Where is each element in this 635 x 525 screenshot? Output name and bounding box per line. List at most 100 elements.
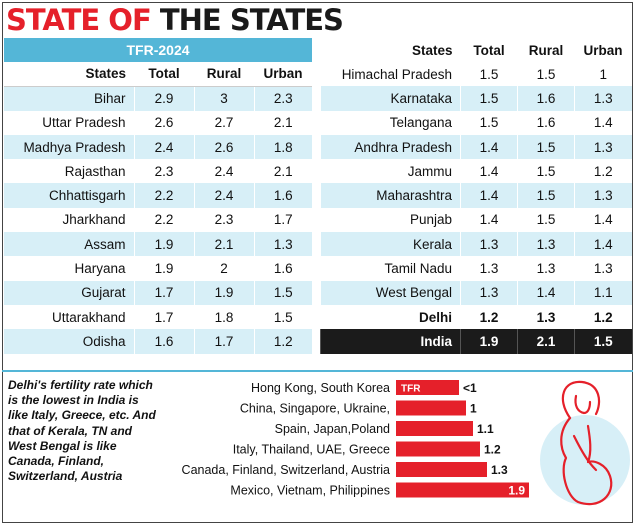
tfr-urban-cell: 1.3 — [253, 232, 313, 257]
bar-category-label: Canada, Finland, Switzerland, Austria — [182, 463, 390, 477]
tfr-rural-cell: 1.6 — [517, 86, 575, 111]
tfr-urban-cell: 1.2 — [574, 304, 632, 330]
tfr-bar — [396, 462, 487, 477]
table-row: Karnataka 1.5 1.6 1.3 — [320, 86, 632, 111]
bar-category-label: Hong Kong, South Korea — [251, 381, 390, 395]
state-name-cell: West Bengal — [320, 280, 461, 305]
tfr-urban-cell: 1.4 — [574, 207, 632, 233]
table-row: Jharkhand 2.2 2.3 1.7 — [4, 207, 313, 233]
tfr-bar — [396, 441, 480, 457]
table-banner: TFR-2024 — [4, 38, 313, 62]
table-row: Kerala 1.3 1.3 1.4 — [320, 232, 632, 257]
state-name-cell: India — [320, 329, 461, 354]
tfr-urban-cell: 1.6 — [253, 256, 313, 281]
state-name-cell: Assam — [4, 232, 134, 257]
table-row: Punjab 1.4 1.5 1.4 — [321, 207, 632, 233]
table-row: Madhya Pradesh 2.4 2.6 1.8 — [4, 134, 313, 160]
tfr-total-cell: 1.4 — [460, 159, 518, 184]
table-row: Odisha 1.6 1.7 1.2 — [4, 329, 313, 354]
tfr-urban-cell: 1 — [574, 62, 632, 87]
state-name-cell: Haryana — [74, 261, 126, 277]
table-row: Andhra Pradesh 1.4 1.5 1.3 — [320, 134, 632, 160]
tfr-total-cell: 1.2 — [460, 304, 518, 330]
title-part-dark: THE STATES — [159, 3, 344, 37]
tfr-total-cell: 1.6 — [133, 329, 194, 354]
state-name-cell: Delhi — [418, 309, 452, 325]
tfr-rural-cell: 2.1 — [193, 232, 254, 257]
state-name-cell: Karnataka — [320, 86, 461, 111]
tfr-rural-cell: 1.5 — [517, 183, 575, 208]
tfr-total-cell: 1.7 — [133, 304, 194, 330]
tfr-urban-cell: 1.2 — [574, 159, 632, 184]
page-title: STATE OF THE STATES — [6, 3, 344, 37]
state-name-cell: Jammu — [407, 163, 452, 179]
tfr-rural-cell: 1.3 — [517, 304, 575, 330]
state-name-cell: Uttarakhand — [51, 309, 126, 325]
tfr-urban-cell: 1.4 — [574, 232, 632, 257]
tfr-rural-cell: 2.4 — [193, 159, 254, 184]
illustration-face — [574, 394, 592, 415]
state-name-cell: Uttar Pradesh — [42, 115, 126, 131]
tfr-rural-cell: 1.3 — [517, 232, 575, 257]
tfr-rural-cell: 2.4 — [193, 183, 254, 208]
tfr-urban-cell: 2.1 — [253, 159, 313, 184]
tfr-total-cell: 1.3 — [460, 280, 518, 305]
bar-value-label: 1.9 — [508, 484, 525, 498]
illustration-background-circle — [540, 415, 630, 505]
tfr-rural-cell: 1.3 — [517, 256, 575, 281]
title-part-red: STATE OF — [6, 3, 152, 37]
tfr-rural-cell: 2 — [193, 256, 254, 281]
state-name-cell: Kerala — [320, 232, 461, 257]
tfr-bar — [396, 400, 466, 416]
state-name-cell: Andhra Pradesh — [320, 134, 461, 160]
state-name-cell: Rajasthan — [64, 163, 126, 179]
tfr-rural-cell: 2.6 — [193, 134, 254, 160]
tfr-rural-cell: 1.5 — [517, 134, 575, 160]
table-row: Chhattisgarh 2.2 2.4 1.6 — [4, 183, 313, 208]
tfr-total-cell: 1.4 — [460, 207, 518, 233]
tfr-total-cell: 1.9 — [460, 329, 518, 354]
table-row: Haryana 1.9 2 1.6 — [4, 256, 313, 281]
table-row: Rajasthan 2.3 2.4 2.1 — [4, 159, 313, 184]
state-name-cell: Madhya Pradesh — [4, 134, 134, 160]
tfr-table-right: States Total Rural Urban Himachal Prades… — [320, 38, 632, 354]
tfr-urban-cell: 1.2 — [253, 329, 313, 354]
tfr-total-cell: 2.2 — [133, 183, 194, 208]
state-name-cell: Odisha — [4, 329, 134, 354]
tfr-bar — [396, 482, 529, 498]
tfr-total-cell: 1.4 — [460, 183, 518, 208]
tfr-total-cell: 1.9 — [133, 232, 194, 257]
tfr-rural-cell: 2.7 — [193, 110, 254, 135]
col-header-states: States — [4, 62, 134, 87]
tfr-rural-cell: 1.5 — [517, 62, 575, 87]
bar-value-label: <1 — [463, 381, 477, 395]
tfr-urban-cell: 1.5 — [253, 280, 313, 305]
tfr-urban-cell: 1.3 — [574, 134, 632, 160]
tfr-urban-cell: 2.3 — [253, 86, 313, 111]
tfr-rural-cell: 2.3 — [193, 207, 254, 233]
tfr-urban-cell: 1.3 — [574, 86, 632, 111]
section-divider — [2, 370, 633, 372]
table-row: India 1.9 2.1 1.5 — [320, 329, 632, 354]
col-header-urban: Urban — [254, 62, 313, 87]
country-tfr-bar-chart: Hong Kong, South Korea TFR <1 China, Singap… — [182, 380, 529, 498]
table-row: Tamil Nadu 1.3 1.3 1.3 — [321, 256, 632, 281]
state-name-cell: Chhattisgarh — [4, 183, 134, 208]
tfr-urban-cell: 1.8 — [253, 134, 313, 160]
tfr-rural-cell: 1.8 — [193, 304, 254, 330]
note-text: Delhi's fertility rate which is the lowe… — [8, 378, 156, 484]
tfr-bar — [396, 421, 473, 436]
tfr-rural-cell: 1.7 — [193, 329, 254, 354]
col-header-states: States — [320, 38, 461, 62]
tfr-table-left: TFR-2024 States Total Rural Urban Bihar 2… — [4, 38, 313, 354]
state-name-cell: Telangana — [389, 115, 452, 131]
table-row: Maharashtra 1.4 1.5 1.3 — [320, 183, 632, 208]
state-name-cell: Punjab — [409, 212, 452, 228]
bar-category-label: Italy, Thailand, UAE, Greece — [233, 443, 390, 457]
tfr-rural-cell: 1.9 — [193, 280, 254, 305]
illustration-hair — [561, 380, 601, 420]
state-name-cell: Bihar — [4, 86, 134, 111]
tfr-rural-cell: 1.6 — [517, 110, 575, 135]
state-name-cell: Jharkhand — [62, 212, 126, 228]
bar-value-label: 1.3 — [491, 463, 508, 477]
